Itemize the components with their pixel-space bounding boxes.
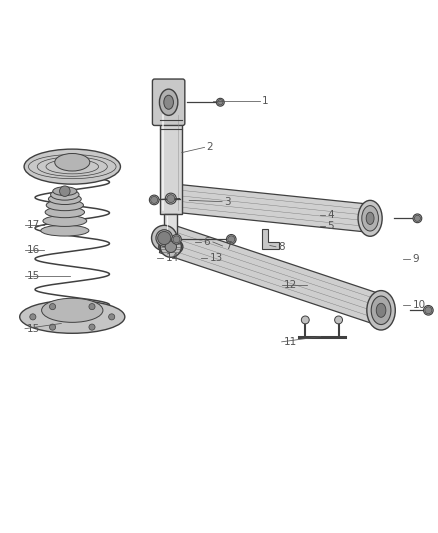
Ellipse shape [41, 225, 89, 236]
Circle shape [151, 197, 158, 204]
Ellipse shape [55, 154, 90, 171]
FancyBboxPatch shape [152, 79, 185, 125]
Ellipse shape [159, 238, 183, 255]
Ellipse shape [156, 230, 173, 246]
Ellipse shape [366, 212, 374, 224]
Text: 15: 15 [27, 324, 40, 334]
Ellipse shape [371, 296, 391, 325]
Circle shape [109, 314, 115, 320]
Ellipse shape [20, 301, 125, 333]
Text: 13: 13 [209, 253, 223, 263]
Text: 4: 4 [328, 210, 334, 220]
Text: 9: 9 [413, 254, 419, 264]
Text: 10: 10 [413, 300, 426, 310]
Ellipse shape [166, 193, 176, 204]
Ellipse shape [216, 98, 224, 106]
Circle shape [425, 307, 432, 314]
Text: 17: 17 [27, 220, 40, 230]
Ellipse shape [152, 225, 177, 251]
Ellipse shape [45, 207, 85, 217]
Text: 1: 1 [262, 96, 268, 107]
Ellipse shape [424, 305, 433, 315]
Ellipse shape [164, 95, 173, 109]
Ellipse shape [172, 235, 181, 244]
Circle shape [49, 304, 56, 310]
Polygon shape [159, 223, 386, 325]
Ellipse shape [42, 298, 103, 322]
Text: 7: 7 [225, 241, 231, 251]
Circle shape [30, 314, 36, 320]
Circle shape [49, 324, 56, 330]
Circle shape [414, 215, 420, 221]
Bar [160, 111, 182, 214]
Text: 16: 16 [27, 245, 40, 255]
Text: 5: 5 [328, 221, 334, 231]
Ellipse shape [43, 215, 87, 227]
Ellipse shape [149, 195, 159, 205]
Ellipse shape [413, 214, 422, 223]
Circle shape [89, 324, 95, 330]
Ellipse shape [376, 303, 386, 317]
Polygon shape [262, 229, 279, 249]
Circle shape [60, 186, 70, 197]
Ellipse shape [160, 236, 181, 257]
Text: 11: 11 [284, 337, 297, 347]
Circle shape [335, 316, 343, 324]
Ellipse shape [165, 241, 177, 253]
Ellipse shape [367, 290, 395, 330]
Ellipse shape [159, 89, 178, 115]
Ellipse shape [226, 235, 236, 244]
Circle shape [158, 231, 171, 245]
Ellipse shape [358, 200, 382, 236]
Text: 6: 6 [204, 237, 210, 247]
Circle shape [301, 316, 309, 324]
Ellipse shape [53, 187, 77, 196]
Text: 14: 14 [166, 253, 179, 263]
Text: 8: 8 [278, 242, 285, 252]
Bar [164, 214, 177, 243]
Circle shape [173, 236, 180, 243]
Circle shape [228, 236, 235, 243]
Text: 12: 12 [284, 280, 297, 290]
Ellipse shape [362, 206, 378, 231]
Text: 15: 15 [27, 271, 40, 281]
Ellipse shape [48, 193, 81, 205]
Ellipse shape [46, 200, 83, 211]
Polygon shape [178, 184, 371, 232]
Ellipse shape [24, 149, 120, 184]
Ellipse shape [50, 189, 79, 200]
Text: 2: 2 [207, 142, 213, 152]
Circle shape [167, 195, 175, 203]
Text: 3: 3 [224, 197, 231, 207]
Circle shape [218, 100, 223, 105]
Circle shape [89, 304, 95, 310]
